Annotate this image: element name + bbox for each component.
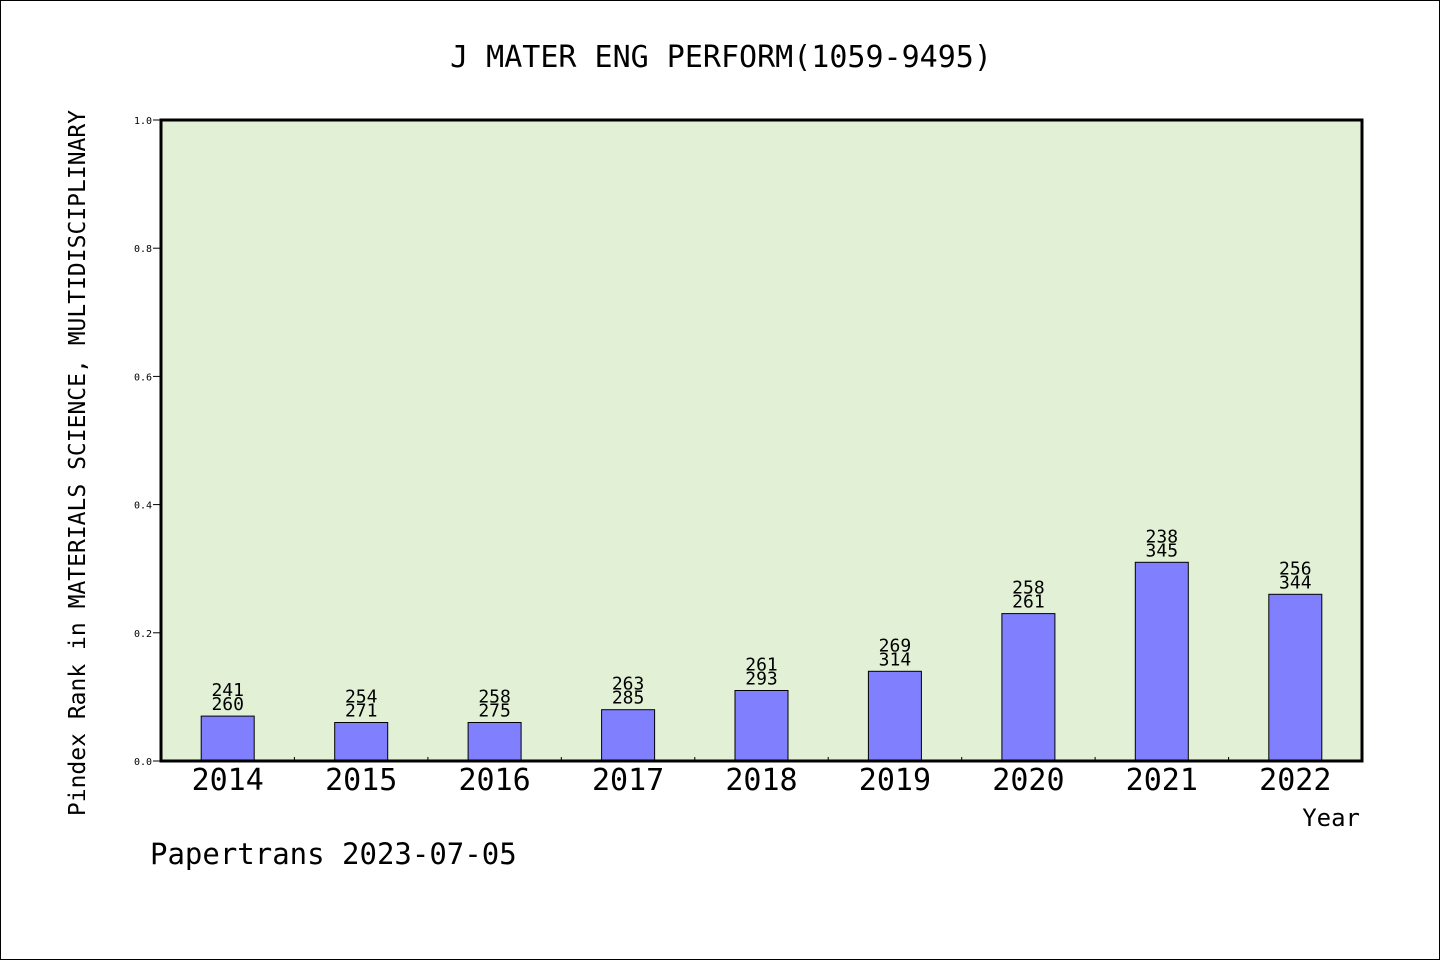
x-tick-label-2015: 2015 (325, 763, 397, 798)
bar-2016 (467, 722, 522, 762)
bar-2015 (334, 722, 389, 762)
y-axis-label: Pindex Rank in MATERIALS SCIENCE, MULTID… (65, 110, 91, 816)
data-label-bottom-2022: 344 (1279, 572, 1312, 593)
x-tick-label-2017: 2017 (592, 763, 664, 798)
y-tick-label-0.0: 0.0 (134, 757, 152, 768)
data-label-top-2019: 269 (879, 635, 912, 656)
y-tick-label-0.4: 0.4 (134, 501, 152, 512)
y-tick-label-1.0: 1.0 (134, 116, 152, 127)
bar-2022 (1268, 593, 1323, 762)
data-label-bottom-2015: 271 (345, 701, 378, 722)
data-label-top-2022: 256 (1279, 558, 1312, 579)
data-label-bottom-2020: 261 (1012, 592, 1045, 613)
data-label-bottom-2021: 345 (1146, 540, 1179, 561)
footer-credit: Papertrans 2023-07-05 (150, 837, 517, 871)
chart-title: J MATER ENG PERFORM(1059-9495) (450, 40, 992, 75)
x-tick-label-2014: 2014 (192, 763, 264, 798)
x-tick-label-2022: 2022 (1259, 763, 1331, 798)
data-label-top-2014: 241 (211, 680, 244, 701)
data-label-bottom-2014: 260 (211, 694, 244, 715)
y-tick-label-0.8: 0.8 (134, 244, 152, 255)
bar-2020 (1001, 613, 1056, 762)
x-tick-label-2018: 2018 (725, 763, 797, 798)
data-label-top-2015: 254 (345, 687, 378, 708)
bar-2014 (200, 715, 255, 762)
x-tick-label-2016: 2016 (458, 763, 530, 798)
x-axis-label: Year (1302, 804, 1360, 832)
data-label-top-2021: 238 (1146, 526, 1179, 547)
bar-2018 (734, 690, 789, 762)
data-label-top-2020: 258 (1012, 578, 1045, 599)
data-label-bottom-2019: 314 (879, 649, 912, 670)
x-tick-label-2020: 2020 (992, 763, 1064, 798)
bar-2017 (601, 709, 656, 762)
plot-frame (159, 118, 1364, 763)
y-tick-label-0.6: 0.6 (134, 372, 152, 383)
data-label-top-2018: 261 (745, 655, 778, 676)
bar-2019 (867, 670, 922, 762)
x-tick-label-2021: 2021 (1126, 763, 1198, 798)
data-label-top-2017: 263 (612, 674, 645, 695)
data-label-bottom-2016: 275 (478, 701, 511, 722)
bar-2021 (1134, 561, 1189, 762)
data-label-bottom-2018: 293 (745, 669, 778, 690)
data-label-bottom-2017: 285 (612, 688, 645, 709)
x-tick-label-2019: 2019 (859, 763, 931, 798)
y-tick-label-0.2: 0.2 (134, 629, 152, 640)
data-label-top-2016: 258 (478, 687, 511, 708)
